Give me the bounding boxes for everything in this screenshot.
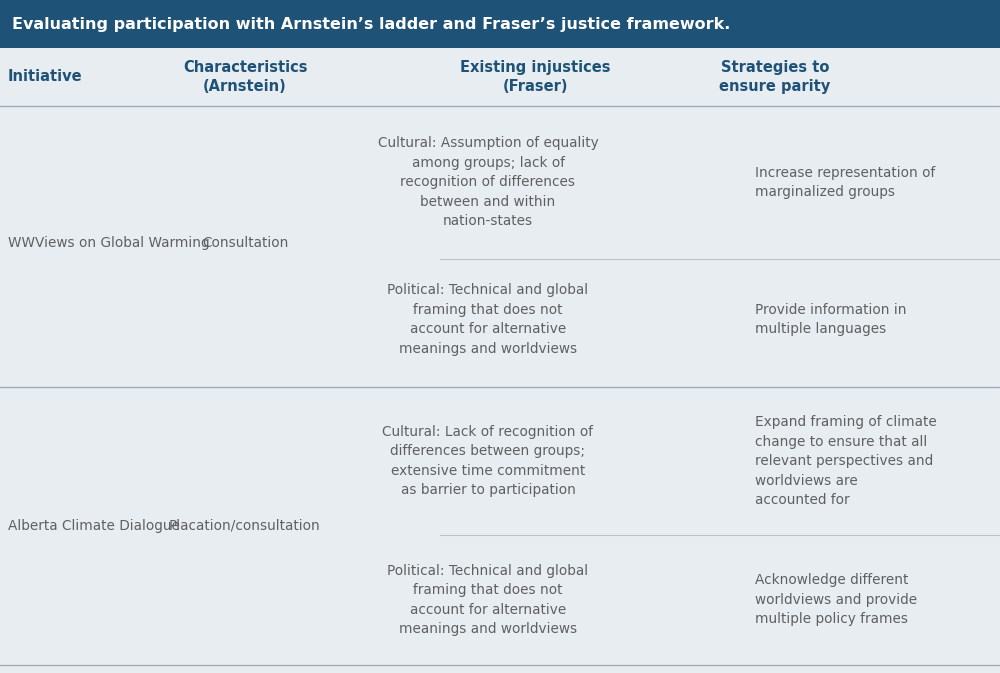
Text: Evaluating participation with Arnstein’s ladder and Fraser’s justice framework.: Evaluating participation with Arnstein’s…	[12, 17, 730, 32]
Text: Initiative: Initiative	[8, 69, 83, 84]
Text: Political: Technical and global
framing that does not
account for alternative
me: Political: Technical and global framing …	[387, 564, 589, 636]
Text: Strategies to
ensure parity: Strategies to ensure parity	[719, 60, 831, 94]
Text: Alberta Climate Dialogue: Alberta Climate Dialogue	[8, 519, 180, 533]
Text: Consultation: Consultation	[202, 236, 288, 250]
Text: Acknowledge different
worldviews and provide
multiple policy frames: Acknowledge different worldviews and pro…	[755, 573, 917, 627]
FancyBboxPatch shape	[0, 0, 1000, 48]
Text: Political: Technical and global
framing that does not
account for alternative
me: Political: Technical and global framing …	[387, 283, 589, 356]
Text: Existing injustices
(Fraser): Existing injustices (Fraser)	[460, 60, 610, 94]
Text: Characteristics
(Arnstein): Characteristics (Arnstein)	[183, 60, 307, 94]
Text: Provide information in
multiple languages: Provide information in multiple language…	[755, 303, 906, 336]
Text: Placation/consultation: Placation/consultation	[169, 519, 321, 533]
Text: Increase representation of
marginalized groups: Increase representation of marginalized …	[755, 166, 935, 199]
Text: Expand framing of climate
change to ensure that all
relevant perspectives and
wo: Expand framing of climate change to ensu…	[755, 415, 937, 507]
Text: Cultural: Assumption of equality
among groups; lack of
recognition of difference: Cultural: Assumption of equality among g…	[378, 137, 598, 228]
Text: Cultural: Lack of recognition of
differences between groups;
extensive time comm: Cultural: Lack of recognition of differe…	[382, 425, 594, 497]
Text: WWViews on Global Warming: WWViews on Global Warming	[8, 236, 210, 250]
